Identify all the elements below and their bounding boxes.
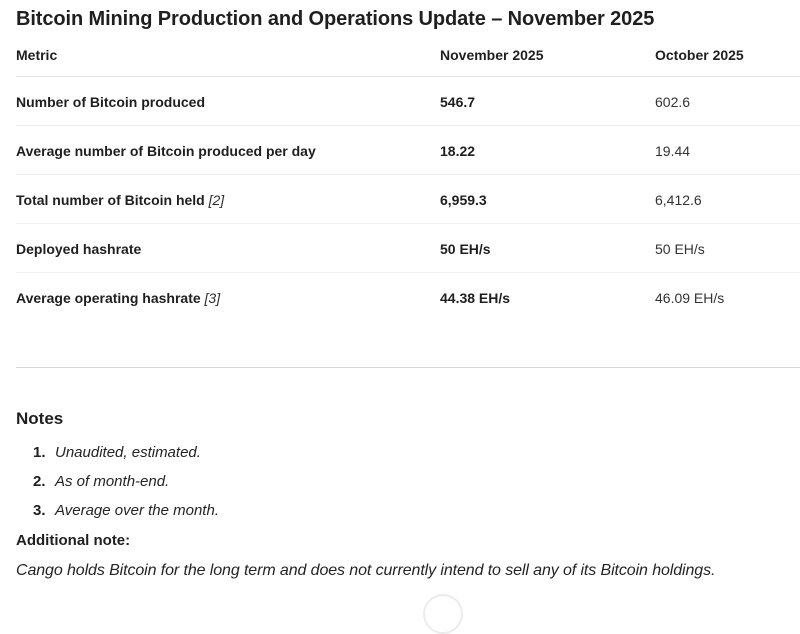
note-item: 1. Unaudited, estimated.	[33, 445, 800, 461]
metric-text: Total number of Bitcoin held	[16, 192, 205, 208]
table-row: Average number of Bitcoin produced per d…	[16, 125, 800, 175]
value-october: 19.44	[655, 125, 800, 175]
note-number: 3.	[33, 502, 46, 519]
table-row: Average operating hashrate [3] 44.38 EH/…	[16, 273, 800, 322]
note-item: 3. Average over the month.	[33, 503, 800, 519]
column-header-october: October 2025	[655, 31, 800, 77]
metric-text: Average operating hashrate	[16, 290, 201, 306]
value-october: 6,412.6	[655, 174, 800, 224]
note-text: Unaudited, estimated.	[55, 444, 201, 461]
column-header-november: November 2025	[440, 31, 655, 77]
table-row: Deployed hashrate 50 EH/s 50 EH/s	[16, 223, 800, 273]
value-october: 46.09 EH/s	[655, 290, 725, 306]
page-title: Bitcoin Mining Production and Operations…	[16, 8, 655, 30]
metric-footnote-ref: [2]	[208, 192, 225, 208]
column-header-metric: Metric	[16, 31, 440, 77]
table-header-row: Metric November 2025 October 2025	[16, 31, 800, 77]
section-divider	[16, 367, 800, 368]
note-number: 1.	[33, 444, 46, 461]
value-october: 602.6	[655, 76, 800, 126]
additional-note-text: Cango holds Bitcoin for the long term an…	[16, 562, 716, 579]
notes-list: 1. Unaudited, estimated. 2. As of month-…	[33, 445, 800, 519]
notes-heading: Notes	[16, 409, 64, 428]
note-number: 2.	[33, 473, 46, 490]
metric-text: Number of Bitcoin produced	[16, 94, 205, 110]
metric-text: Average number of Bitcoin produced per d…	[16, 143, 316, 159]
document-body: Bitcoin Mining Production and Operations…	[0, 7, 800, 581]
value-november: 50 EH/s	[440, 223, 655, 273]
note-item: 2. As of month-end.	[33, 474, 800, 490]
value-october: 50 EH/s	[655, 223, 800, 273]
metrics-table: Metric November 2025 October 2025 Number…	[16, 31, 800, 321]
metric-label: Total number of Bitcoin held [2]	[16, 174, 440, 224]
metric-label: Deployed hashrate	[16, 223, 440, 273]
metric-label: Number of Bitcoin produced	[16, 76, 440, 126]
value-november: 6,959.3	[440, 174, 655, 224]
metric-text: Deployed hashrate	[16, 241, 142, 257]
table-row: Total number of Bitcoin held [2] 6,959.3…	[16, 174, 800, 224]
additional-note-heading: Additional note:	[16, 532, 131, 549]
table-row: Number of Bitcoin produced 546.7 602.6	[16, 76, 800, 126]
bottom-arc-decoration	[423, 594, 463, 634]
note-text: As of month-end.	[55, 473, 170, 490]
metric-label: Average number of Bitcoin produced per d…	[16, 125, 440, 175]
metric-footnote-ref: [3]	[204, 290, 221, 306]
note-text: Average over the month.	[55, 502, 219, 519]
metric-label: Average operating hashrate [3]	[16, 273, 440, 322]
value-november: 44.38 EH/s	[440, 290, 511, 306]
value-november: 546.7	[440, 76, 655, 126]
value-november: 18.22	[440, 125, 655, 175]
